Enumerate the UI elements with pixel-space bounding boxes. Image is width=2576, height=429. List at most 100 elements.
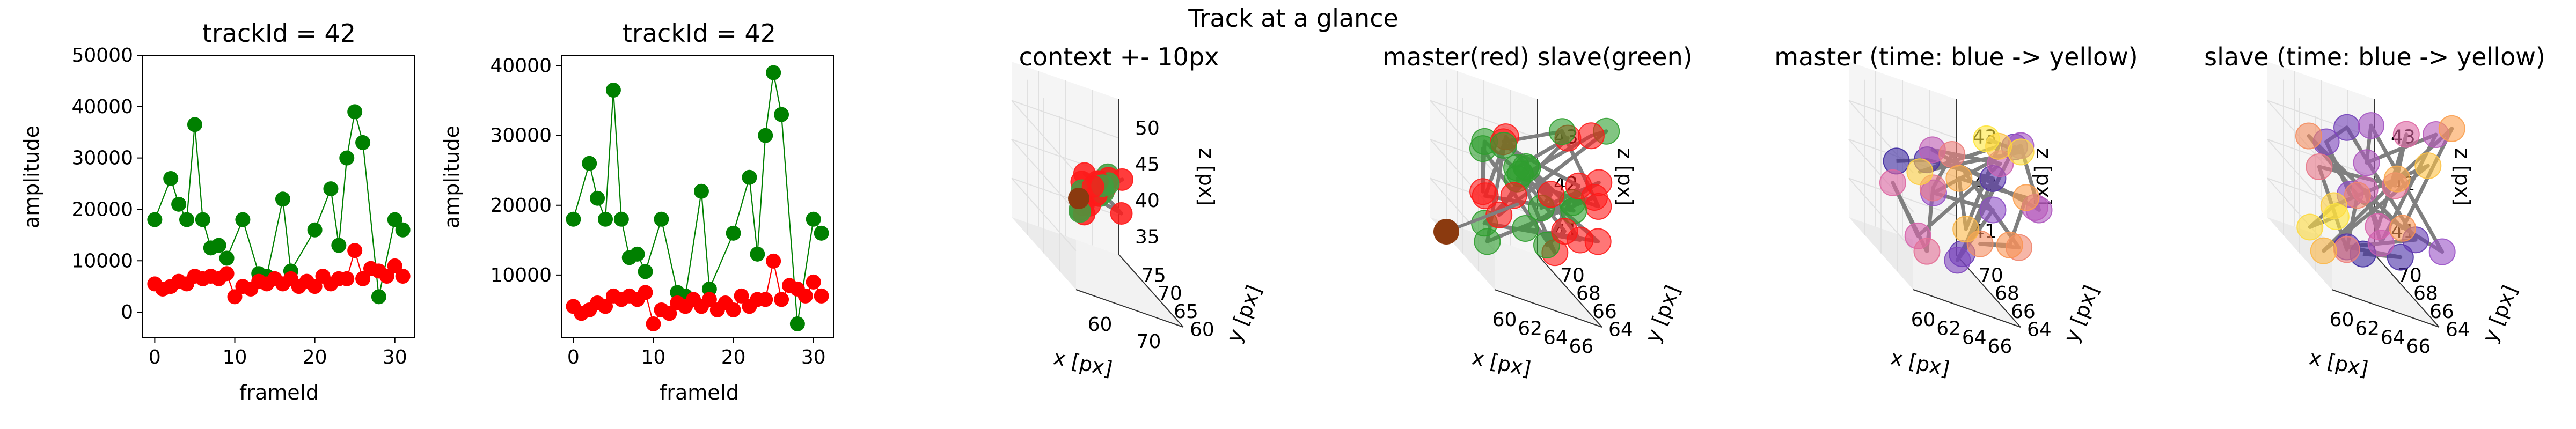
slave-point	[355, 135, 371, 150]
y-tick-label: 60	[1190, 319, 1214, 341]
track-point	[2392, 121, 2420, 148]
slave-point	[387, 212, 402, 227]
track-point	[1565, 172, 1592, 199]
grid-line	[1848, 100, 1957, 139]
y-tick-label: 40000	[490, 55, 552, 77]
slave-point	[638, 264, 653, 279]
slave-point	[323, 181, 339, 197]
panel-title: master (time: blue -> yellow)	[1774, 42, 2138, 71]
x-tick-label: 62	[1518, 318, 1542, 340]
master-point	[387, 258, 402, 273]
track-point	[1533, 231, 1561, 258]
track-point	[1585, 193, 1612, 220]
x-tick-label: 62	[1936, 318, 1961, 340]
track-point	[1490, 131, 1517, 159]
panel-title: context +- 10px	[1019, 42, 1219, 71]
x-axis-label: x [px]	[2307, 345, 2370, 381]
master-point	[806, 274, 821, 290]
y-tick-label: 70	[1979, 264, 2003, 286]
track-point	[2007, 138, 2035, 166]
y-axis-label: y [px]	[1222, 282, 1266, 346]
slave-point	[766, 65, 781, 80]
y-tick-label: 20000	[71, 198, 133, 220]
x-tick-label: 10	[223, 346, 247, 368]
y-tick-label: 66	[1592, 301, 1617, 323]
z-axis-label: z [px]	[2450, 148, 2474, 206]
panel-title: trackId = 42	[623, 19, 776, 48]
panel-title: master(red) slave(green)	[1382, 42, 1692, 71]
grid-line	[1430, 100, 1538, 139]
y-tick-label: 20000	[490, 195, 552, 217]
y-axis-line	[1537, 254, 1602, 328]
x-tick-label: 60	[1088, 314, 1113, 336]
slave-point	[598, 211, 613, 227]
master-point	[219, 266, 235, 282]
slave-point	[171, 196, 187, 212]
track-point	[2365, 213, 2392, 240]
x-axis-label: x [px]	[1470, 345, 1533, 381]
track-point	[1979, 196, 2007, 224]
z-tick-label: 35	[1135, 226, 1160, 248]
master-point	[734, 288, 749, 304]
track-point	[1913, 238, 1941, 265]
master-point	[379, 269, 394, 284]
master-point	[339, 271, 355, 286]
slave-point	[195, 212, 210, 227]
track-point	[1945, 165, 1973, 192]
x-tick-label: 60	[2330, 309, 2354, 331]
x-tick-label: 0	[567, 346, 580, 368]
slave-point	[163, 171, 179, 186]
track-point	[2428, 238, 2456, 265]
track-point	[1938, 140, 1966, 168]
slave-point	[613, 211, 629, 227]
master-point	[758, 292, 773, 307]
panel-title: slave (time: blue -> yellow)	[2204, 42, 2545, 71]
x-tick-label: 60	[1911, 309, 1936, 331]
slave-point	[582, 156, 597, 171]
slave-point	[726, 225, 741, 241]
slave-point	[179, 212, 195, 227]
y-tick-label: 30000	[490, 125, 552, 147]
master-point	[701, 292, 717, 307]
slave-point	[789, 316, 805, 331]
first-point	[1068, 188, 1089, 209]
slave-point	[758, 128, 773, 143]
master-point	[766, 253, 781, 269]
z-axis-label: z [px]	[1613, 148, 1637, 206]
track-point	[1537, 181, 1564, 208]
panel-title: trackId = 42	[202, 19, 356, 48]
x-axis-label: x [px]	[1051, 345, 1115, 381]
x-axis-line	[2331, 289, 2440, 328]
z-axis-label: z [px]	[1195, 148, 1218, 206]
master-point	[662, 306, 677, 321]
slave-point	[742, 169, 757, 185]
slave-point	[187, 117, 202, 132]
y-tick-label: 50000	[71, 45, 133, 66]
track-point	[2306, 153, 2333, 181]
x-axis-line	[1913, 289, 2021, 328]
x-tick-label: 62	[2355, 318, 2380, 340]
slave-point	[371, 289, 386, 305]
x-tick-label: 20	[721, 346, 746, 368]
track-point	[1952, 216, 1980, 243]
track-point	[2438, 115, 2465, 142]
track-point	[2387, 243, 2414, 271]
y-tick-label: 75	[1141, 264, 1166, 286]
x-axis-label: frameId	[239, 381, 319, 404]
y-axis-label: amplitude	[20, 125, 43, 228]
master-point	[347, 243, 363, 258]
y-tick-label: 64	[2446, 319, 2470, 341]
x-tick-label: 64	[2381, 327, 2405, 349]
y-tick-label: 65	[1174, 301, 1198, 323]
track-point	[1944, 247, 1971, 274]
y-axis-label: y [px]	[2478, 282, 2522, 346]
track-point	[1906, 158, 1934, 186]
y-tick-label: 70	[1560, 264, 1585, 286]
slave-point	[774, 107, 789, 122]
grid-line	[2267, 139, 2332, 212]
slave-point	[275, 191, 290, 207]
master-point	[797, 288, 813, 304]
slave-point	[806, 211, 821, 227]
